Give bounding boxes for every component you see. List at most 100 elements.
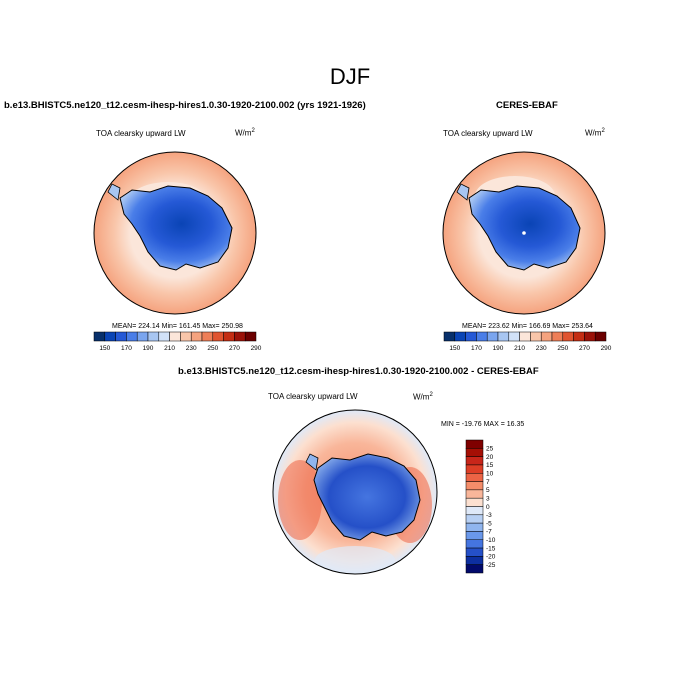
- colorbar-3-tick-label: -3: [486, 512, 492, 519]
- colorbar-3-tick-label: -10: [486, 537, 496, 544]
- colorbar-3-swatch: [465, 564, 484, 574]
- map-2-border: [442, 151, 606, 315]
- colorbar-2-swatch: [476, 331, 488, 342]
- panel-3-variable-title: TOA clearsky upward LW: [268, 392, 358, 401]
- colorbar-1-swatch: [180, 331, 192, 342]
- colorbar-1-tick-label: 290: [251, 345, 262, 352]
- panel-3-units: W/m2: [413, 392, 433, 402]
- page-title: DJF: [329, 64, 371, 89]
- map-2: [442, 151, 606, 315]
- map-3-peninsula: [305, 453, 319, 471]
- map-3-border: [272, 409, 438, 575]
- colorbar-2-swatch: [465, 331, 477, 342]
- colorbar-1-swatch: [190, 331, 203, 342]
- map-3-antarctica: [313, 453, 421, 541]
- colorbar-1-tick-label: 270: [229, 345, 240, 352]
- map-1-border: [93, 151, 257, 315]
- colorbar-2-swatch: [519, 331, 531, 342]
- colorbar-1-swatch: [169, 331, 181, 342]
- map-1-antarctica: [119, 185, 233, 271]
- colorbar-2-swatch: [530, 331, 542, 342]
- colorbar-3-tick-label: -20: [486, 554, 496, 561]
- colorbar-3-swatch: [465, 522, 484, 532]
- colorbar-3-swatch: [465, 497, 484, 507]
- colorbar-2-tick-label: 150: [449, 345, 460, 352]
- panel-1-units: W/m2: [235, 128, 255, 138]
- colorbar-2-tick-label: 170: [471, 345, 482, 352]
- colorbar-2-swatch: [508, 331, 520, 342]
- colorbar-2-tick-label: 270: [579, 345, 590, 352]
- panel-2-variable-title: TOA clearsky upward LW: [443, 129, 533, 138]
- colorbar-3-swatch: [465, 456, 484, 466]
- colorbar-1-swatch: [126, 331, 138, 342]
- colorbar-3-tick-label: 20: [486, 454, 494, 461]
- colorbar-1-swatch: [158, 331, 170, 342]
- panel-2-case-title: CERES-EBAF: [496, 100, 558, 111]
- panel-3-case-title: b.e13.BHISTC5.ne120_t12.cesm-ihesp-hires…: [178, 366, 539, 377]
- colorbar-3-tick-label: 25: [486, 446, 494, 453]
- colorbar-1-tick-label: 210: [164, 345, 175, 352]
- colorbar-3-swatch: [465, 514, 484, 524]
- map-2-peninsula: [456, 183, 470, 201]
- colorbar-3-swatch: [465, 448, 484, 457]
- colorbar-1-swatch: [147, 331, 160, 342]
- colorbar-1-swatch: [234, 331, 246, 342]
- panel-2-stats: MEAN= 223.62 Min= 166.69 Max= 253.64: [462, 323, 593, 330]
- panel-2-units: W/m2: [585, 128, 605, 138]
- colorbar-1-swatch: [212, 331, 224, 342]
- colorbar-3-tick-label: 0: [486, 504, 490, 511]
- colorbar-2-swatch: [573, 331, 585, 342]
- map-1-peninsula: [107, 183, 121, 201]
- colorbar-2-swatch: [551, 331, 564, 342]
- colorbar-2-swatch: [594, 331, 607, 342]
- colorbar-3-swatch: [465, 531, 484, 540]
- colorbar-3-tick-label: -25: [486, 562, 496, 569]
- colorbar-3-swatch: [465, 481, 484, 491]
- colorbar-3-swatch: [465, 506, 484, 516]
- colorbar-3-swatch: [465, 547, 484, 557]
- colorbar-2-swatch: [454, 331, 466, 342]
- colorbar-2-tick-label: 290: [601, 345, 612, 352]
- map-1: [93, 151, 257, 315]
- colorbar-1-swatch: [115, 331, 127, 342]
- colorbar-1-swatch: [201, 331, 214, 342]
- map-3-warm-west: [278, 460, 322, 540]
- colorbar-2-tick-label: 190: [493, 345, 504, 352]
- colorbar-3-swatch: [465, 556, 484, 565]
- colorbar-1-swatch: [93, 331, 106, 342]
- colorbar-1-tick-label: 170: [121, 345, 132, 352]
- colorbar-1: 150 170 190 210 230 250 270 290: [93, 331, 262, 352]
- colorbar-2-swatch: [443, 331, 456, 342]
- colorbar-2-tick-label: 210: [514, 345, 525, 352]
- colorbar-2-swatch: [540, 331, 553, 342]
- colorbar-3-swatch: [465, 439, 484, 449]
- colorbar-3-swatch: [465, 464, 484, 474]
- panel-1-stats: MEAN= 224.14 Min= 161.45 Max= 250.98: [112, 323, 243, 330]
- colorbar-2: 150 170 190 210 230 250 270 290: [443, 331, 612, 352]
- colorbar-2-tick-label: 250: [557, 345, 568, 352]
- colorbar-2-tick-label: 230: [536, 345, 547, 352]
- colorbar-1-swatch: [223, 331, 235, 342]
- colorbar-3-tick-label: -15: [486, 545, 496, 552]
- colorbar-2-swatch: [562, 331, 574, 342]
- colorbar-3-swatch: [465, 539, 484, 549]
- colorbar-3-tick-label: 5: [486, 487, 490, 494]
- colorbar-3-tick-label: 10: [486, 471, 494, 478]
- colorbar-3-tick-label: 7: [486, 479, 490, 486]
- map-3: [272, 409, 438, 575]
- map-2-antarctica: [468, 185, 581, 271]
- map-3-neutral-south: [315, 546, 395, 574]
- colorbar-1-tick-label: 190: [143, 345, 154, 352]
- colorbar-3-swatch: [465, 489, 484, 499]
- colorbar-3-tick-label: -5: [486, 520, 492, 527]
- colorbar-2-swatch: [584, 331, 596, 342]
- colorbar-1-swatch: [136, 331, 149, 342]
- panel-1-variable-title: TOA clearsky upward LW: [96, 129, 186, 138]
- colorbar-3-swatch: [465, 473, 484, 482]
- map-2-pole-point: [522, 231, 526, 235]
- colorbar-3-tick-label: 15: [486, 462, 494, 469]
- colorbar-1-swatch: [244, 331, 257, 342]
- colorbar-2-swatch: [497, 331, 510, 342]
